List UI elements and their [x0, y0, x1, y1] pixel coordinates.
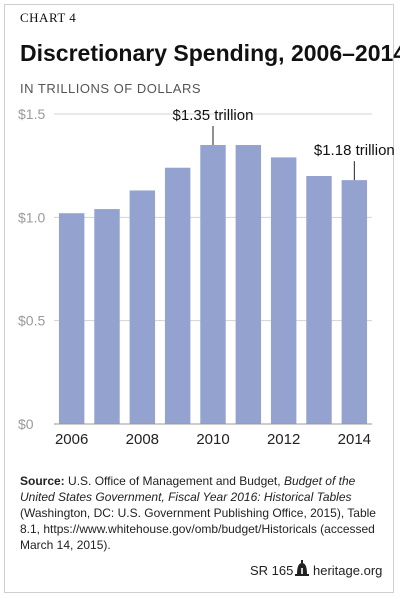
chart-title: Discretionary Spending, 2006–2014 [20, 40, 400, 66]
y-tick-label: $1.5 [18, 106, 45, 122]
x-tick-label: 2014 [338, 431, 371, 448]
report-number: SR 165 [250, 563, 294, 578]
bar [58, 213, 85, 424]
source-text-1: U.S. Office of Management and Budget, [64, 474, 284, 488]
source-label: Source: [20, 474, 65, 488]
x-tick-label: 2012 [267, 431, 300, 448]
chart-subtitle: IN TRILLIONS OF DOLLARS [20, 81, 202, 96]
x-tick-label: 2008 [126, 431, 159, 448]
bar [94, 209, 120, 424]
liberty-bell-icon [294, 560, 310, 581]
y-tick-label: $1.0 [18, 209, 45, 225]
x-tick-label: 2010 [196, 431, 229, 448]
annotation-label: $1.35 trillion [173, 107, 254, 124]
site-link[interactable]: heritage.org [313, 563, 383, 578]
x-tick-label: 2006 [55, 431, 88, 448]
bar [235, 145, 262, 424]
source-title: Budget of the United States Government, … [20, 474, 356, 504]
bar [164, 167, 191, 424]
y-tick-label: $0.5 [18, 313, 45, 329]
bar [200, 145, 226, 424]
source-note: Source: U.S. Office of Management and Bu… [20, 473, 382, 553]
bar [129, 190, 156, 424]
bar [306, 176, 332, 424]
chart-number: CHART 4 [20, 10, 77, 25]
y-tick-label: $0 [18, 416, 34, 432]
annotation-label: $1.18 trillion [314, 142, 395, 159]
bar-chart: $0 $0.5 $1.0 $1.5 2006 2008 2010 2012 2014 $1.35 … [18, 106, 395, 448]
footer: SR 165 heritage.org [0, 560, 400, 580]
bar [341, 180, 368, 424]
source-text-2: (Washington, DC: U.S. Government Publish… [20, 506, 376, 552]
bar [270, 157, 297, 424]
